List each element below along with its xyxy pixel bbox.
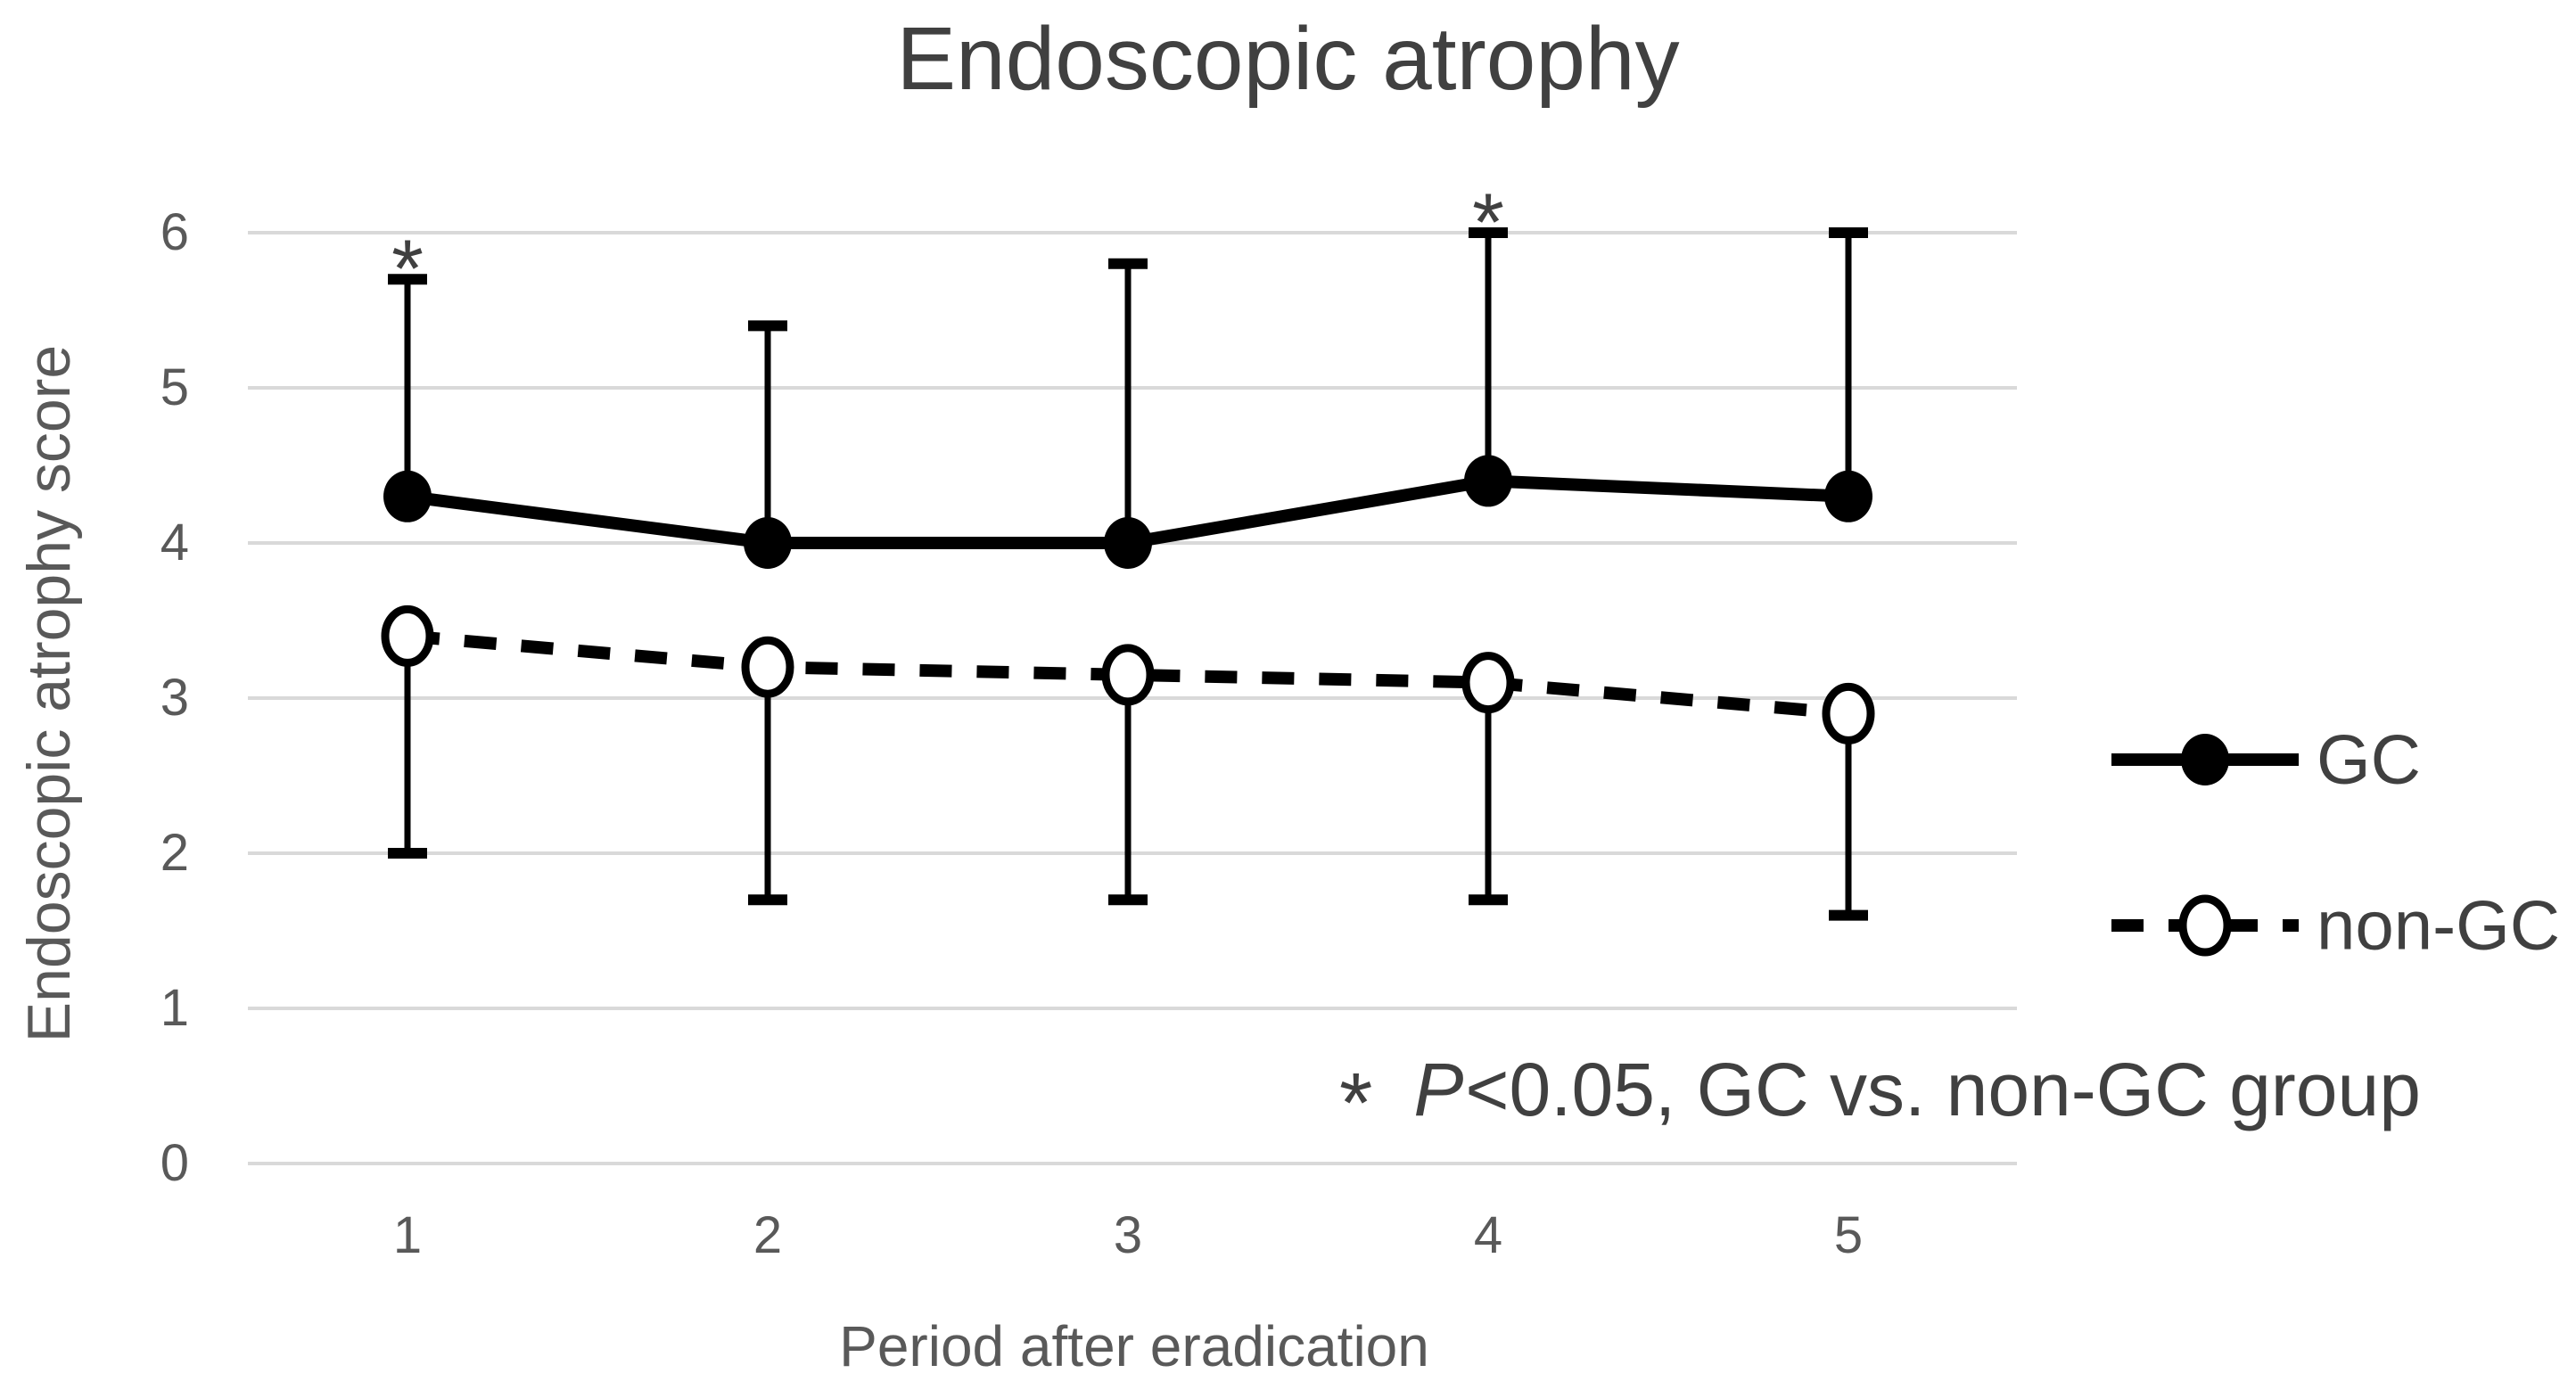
asterisk-icon: *: [1339, 1056, 1373, 1151]
gc-marker-filled-circle: [383, 470, 432, 522]
annotation-text: P<0.05, GC vs. non-GC group: [1413, 1052, 2421, 1127]
x-tick-label-5: 5: [1833, 1206, 1864, 1264]
non-gc-series-line: [407, 629, 1849, 720]
y-tick-label-0: 0: [160, 1134, 189, 1192]
gc-marker-filled-circle: [1464, 455, 1512, 507]
non-gc-marker-open-circle: [1461, 652, 1515, 714]
significance-annotation: * P<0.05, GC vs. non-GC group: [1339, 1047, 2421, 1147]
annotation-p-italic: P: [1413, 1048, 1464, 1131]
significance-asterisk-icon: *: [391, 224, 424, 315]
y-tick-label-1: 1: [160, 979, 189, 1037]
y-tick-label-5: 5: [160, 358, 189, 416]
x-axis-title: Period after eradication: [839, 1314, 1429, 1378]
gc-marker-filled-circle: [1824, 470, 1872, 522]
legend-marker-non-gc: [2178, 894, 2232, 957]
y-tick-label-4: 4: [160, 514, 189, 572]
legend-label-non-gc: non-GC: [2317, 885, 2561, 965]
y-tick-label-3: 3: [160, 669, 189, 727]
significance-asterisk-icon: *: [1472, 177, 1504, 268]
gc-marker-filled-circle: [1104, 517, 1152, 569]
x-tick-label-4: 4: [1473, 1206, 1503, 1264]
x-tick-label-1: 1: [392, 1206, 423, 1264]
x-tick-label-3: 3: [1113, 1206, 1143, 1264]
annotation-rest: <0.05, GC vs. non-GC group: [1465, 1048, 2421, 1131]
y-tick-label-2: 2: [160, 824, 189, 882]
non-gc-marker-open-circle: [381, 604, 434, 667]
non-gc-marker-open-circle: [1822, 682, 1875, 744]
legend-label-gc: GC: [2317, 720, 2421, 799]
legend-marker-gc: [2181, 734, 2229, 785]
non-gc-marker-open-circle: [1101, 644, 1155, 706]
non-gc-marker-open-circle: [741, 636, 794, 698]
gc-marker-filled-circle: [744, 517, 792, 569]
chart-title: Endoscopic atrophy: [896, 9, 1680, 109]
x-tick-label-2: 2: [753, 1206, 783, 1264]
y-tick-label-6: 6: [160, 203, 189, 261]
